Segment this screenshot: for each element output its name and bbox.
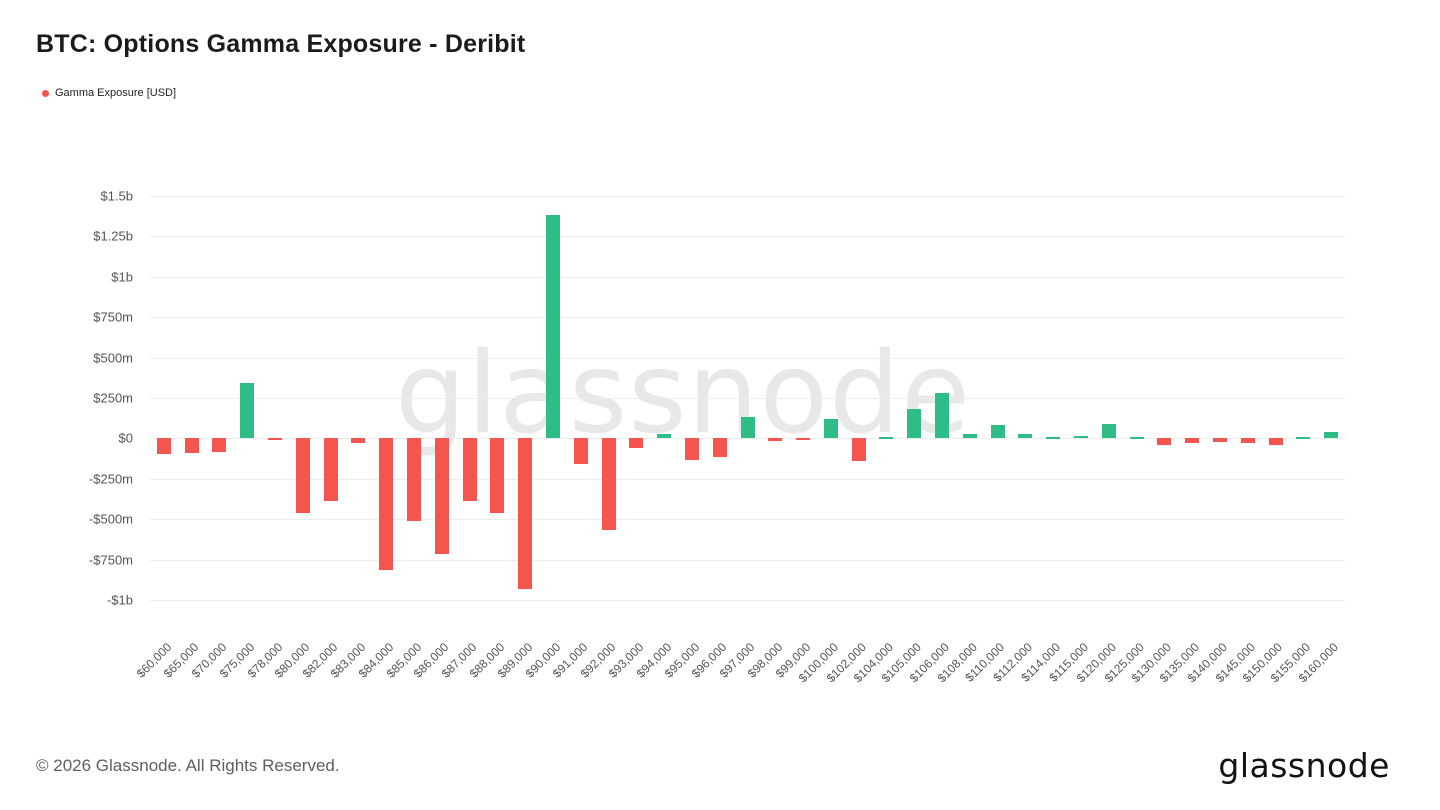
bar[interactable] [879,437,894,440]
bar[interactable] [1101,423,1116,439]
bar[interactable] [851,438,866,461]
bar[interactable] [156,438,171,454]
bar[interactable] [1324,431,1339,439]
bar[interactable] [545,215,560,439]
y-axis-tick-label: $500m [93,350,133,366]
bar[interactable] [212,438,227,453]
bar[interactable] [1240,438,1255,444]
gridline [150,276,1345,278]
bar[interactable] [629,438,644,449]
y-axis-tick-label: $0 [118,430,133,446]
y-axis-tick-label: -$1b [106,592,133,608]
y-axis-tick-label: $1.25b [93,228,133,244]
legend-dot-icon [42,89,49,97]
bar[interactable] [935,393,950,439]
y-axis-tick-label: $750m [93,309,133,325]
bar[interactable] [1129,437,1144,440]
gridline [150,398,1345,399]
bar[interactable] [657,434,672,439]
bar[interactable] [1157,438,1172,445]
y-axis-tick-label: $1b [111,269,133,285]
bar[interactable] [490,438,505,514]
legend[interactable]: Gamma Exposure [USD] [42,87,176,99]
bar[interactable] [1046,436,1061,439]
bar[interactable] [740,417,755,439]
bar[interactable] [323,438,338,502]
legend-label: Gamma Exposure [USD] [55,87,177,99]
bar[interactable] [295,438,310,513]
bar[interactable] [240,383,255,439]
bar[interactable] [351,438,366,444]
bar[interactable] [573,438,588,465]
bar[interactable] [1296,437,1311,440]
gridline [150,357,1345,359]
y-axis-tick-label: $250m [93,390,133,406]
bar[interactable] [379,438,394,571]
bar[interactable] [1018,433,1033,439]
bar[interactable] [990,424,1005,439]
gridline [150,599,1345,601]
bar[interactable] [907,408,922,439]
y-axis-tick-label: -$500m [88,511,133,527]
bar[interactable] [601,438,616,531]
bar[interactable] [1073,436,1088,439]
bar[interactable] [796,438,811,441]
bar[interactable] [1212,438,1227,443]
bar[interactable] [712,438,727,457]
copyright: © 2026 Glassnode. All Rights Reserved. [36,756,340,775]
gridline [150,236,1345,238]
bar[interactable] [962,434,977,439]
y-axis-tick-label: -$750m [88,552,133,568]
gridline [150,438,1345,440]
gridline [150,478,1345,480]
bar[interactable] [684,438,699,461]
chart-title: BTC: Options Gamma Exposure - Deribit [36,30,526,58]
gridline [150,317,1345,319]
bar[interactable] [407,438,421,521]
bar[interactable] [268,438,283,441]
bar[interactable] [823,419,838,439]
bar[interactable] [518,438,533,590]
bar[interactable] [768,438,783,441]
bar[interactable] [184,438,199,453]
y-axis-tick-label: -$250m [88,471,133,487]
gridline [150,519,1345,521]
gridline [150,559,1345,561]
bar[interactable] [1268,438,1283,445]
gridline [150,196,1345,198]
y-axis-tick-label: $1.5b [100,188,133,204]
bar[interactable] [1185,438,1200,444]
glassnode-logo: glassnode [1218,746,1390,785]
watermark: glassnode [395,329,972,459]
bar[interactable] [434,438,449,554]
bar[interactable] [462,438,477,501]
